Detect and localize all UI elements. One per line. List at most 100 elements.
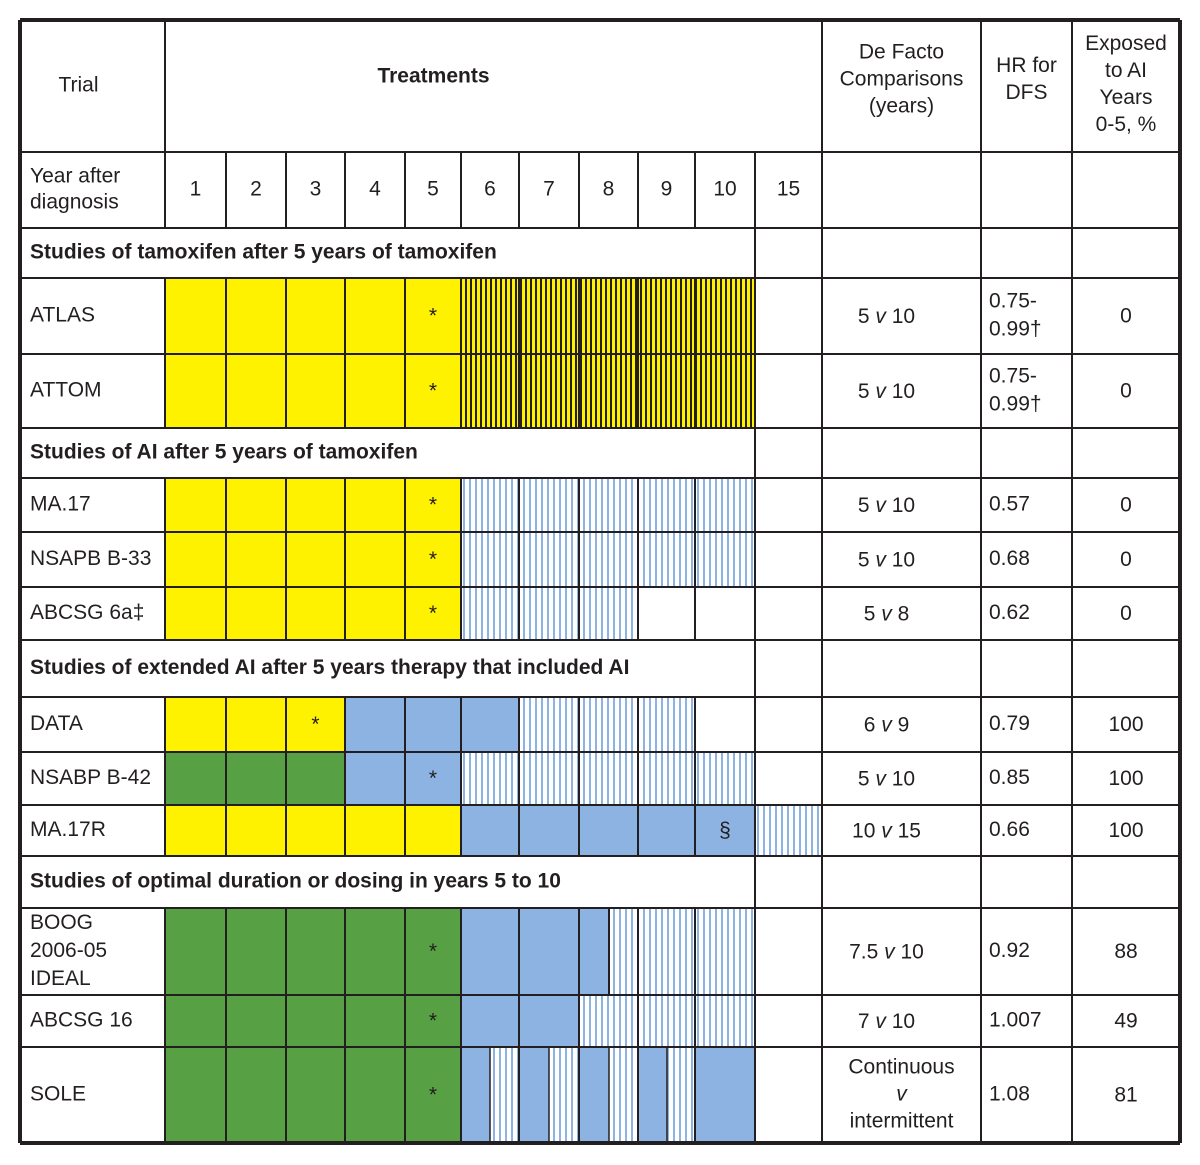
row-1-2-trial-line-1: ATTOM <box>30 379 102 402</box>
section-title-2: Studies of AI after 5 years of tamoxifen <box>30 441 418 464</box>
row-4-3-year-10 <box>695 1047 755 1143</box>
row-2-3-year-8 <box>579 587 638 640</box>
row-3-3-year-2 <box>226 805 286 856</box>
row-4-3-year-6-break <box>490 1047 519 1143</box>
row-1-2-exposed: 0 <box>1120 380 1132 403</box>
row-4-1-year-9 <box>638 908 695 995</box>
row-2-1-year-3 <box>286 478 345 532</box>
row-1-2-comparison: 5 v 10 <box>858 380 915 403</box>
row-2-3-comparison: 5 v 8 <box>864 602 910 625</box>
row-2-3-year-2 <box>226 587 286 640</box>
header-de-facto-line-1: De Facto <box>859 41 944 64</box>
row-4-1-year-2 <box>226 908 286 995</box>
row-2-3-year-7 <box>519 587 579 640</box>
row-4-3-comparison-line-1: Continuous <box>848 1056 954 1079</box>
row-2-3-year-1 <box>165 587 226 640</box>
row-1-1-year-5 <box>405 278 461 354</box>
row-4-2-year-4 <box>345 995 405 1047</box>
row-4-3-hr-line-1: 1.08 <box>989 1083 1030 1106</box>
section-title-3: Studies of extended AI after 5 years the… <box>30 656 629 679</box>
row-4-2-year-3 <box>286 995 345 1047</box>
row-1-1-comparison: 5 v 10 <box>858 305 915 328</box>
row-2-2-year-1 <box>165 532 226 587</box>
row-3-1-hr-line-1: 0.79 <box>989 712 1030 735</box>
row-3-1-marker: * <box>311 713 319 736</box>
row-2-1-year-8 <box>579 478 638 532</box>
row-1-2-year-10 <box>695 354 755 428</box>
header-exposed-line-3: Years <box>1100 86 1153 109</box>
row-4-2-year-7 <box>519 995 579 1047</box>
row-2-1-year-5 <box>405 478 461 532</box>
header-de-facto-line-3: (years) <box>869 95 934 118</box>
row-3-3-comparison: 10 v 15 <box>852 819 921 842</box>
row-2-3-marker: * <box>429 602 437 625</box>
row-4-1-trial-line-2: 2006-05 <box>30 939 107 962</box>
row-2-1-exposed: 0 <box>1120 494 1132 517</box>
row-4-3-year-6-ai <box>461 1047 490 1143</box>
row-3-3-trial-line-1: MA.17R <box>30 818 106 841</box>
row-3-1-year-3 <box>286 697 345 752</box>
year-6: 6 <box>484 178 496 201</box>
row-1-2-year-9 <box>638 354 695 428</box>
row-4-1-trial-line-3: IDEAL <box>30 967 91 990</box>
row-4-2-year-2 <box>226 995 286 1047</box>
year-row-label-line-1: Year after <box>30 165 120 188</box>
row-3-1-year-8 <box>579 697 638 752</box>
row-2-1-year-2 <box>226 478 286 532</box>
table-text: Trial Treatments De Facto Comparisons (years… <box>30 32 1167 1133</box>
year-9: 9 <box>661 178 673 201</box>
row-1-1-year-1 <box>165 278 226 354</box>
row-1-2-year-1 <box>165 354 226 428</box>
row-2-3-trial-line-1: ABCSG 6a‡ <box>30 601 144 624</box>
row-1-1-year-3 <box>286 278 345 354</box>
section-title-4: Studies of optimal duration or dosing in… <box>30 870 561 893</box>
row-4-2-year-1 <box>165 995 226 1047</box>
row-4-2-comparison: 7 v 10 <box>858 1010 915 1033</box>
row-4-1-year-4 <box>345 908 405 995</box>
row-3-2-comparison: 5 v 10 <box>858 767 915 790</box>
row-3-3-year-3 <box>286 805 345 856</box>
row-2-3-year-3 <box>286 587 345 640</box>
row-3-3-year-10 <box>695 805 755 856</box>
row-2-1-hr-line-1: 0.57 <box>989 493 1030 516</box>
row-1-1-year-8 <box>579 278 638 354</box>
row-3-1-trial-line-1: DATA <box>30 712 83 735</box>
row-3-3-year-8 <box>579 805 638 856</box>
row-2-1-marker: * <box>429 494 437 517</box>
row-1-2-year-2 <box>226 354 286 428</box>
row-4-1-marker: * <box>429 940 437 963</box>
row-4-2-year-9 <box>638 995 695 1047</box>
row-4-2-year-8 <box>579 995 638 1047</box>
row-4-1-year-7 <box>519 908 579 995</box>
row-4-3-year-8-ai <box>579 1047 609 1143</box>
row-4-1-year-6 <box>461 908 519 995</box>
row-1-2-year-4 <box>345 354 405 428</box>
header-trial: Trial <box>58 74 98 97</box>
row-3-3-year-6 <box>461 805 519 856</box>
grid-lines <box>18 18 1182 1145</box>
row-2-2-year-7 <box>519 532 579 587</box>
row-1-1-year-9 <box>638 278 695 354</box>
row-2-1-year-1 <box>165 478 226 532</box>
row-2-2-year-10 <box>695 532 755 587</box>
row-3-2-hr-line-1: 0.85 <box>989 766 1030 789</box>
row-4-3-marker: * <box>429 1084 437 1107</box>
row-2-2-trial-line-1: NSAPB B-33 <box>30 547 151 570</box>
row-3-3-year-4 <box>345 805 405 856</box>
row-4-3-year-9-break <box>667 1047 695 1143</box>
row-2-2-year-3 <box>286 532 345 587</box>
row-3-2-trial-line-1: NSABP B-42 <box>30 766 151 789</box>
year-7: 7 <box>543 178 555 201</box>
row-3-2-exposed: 100 <box>1108 767 1143 790</box>
row-2-1-year-6 <box>461 478 519 532</box>
row-1-1-hr-line-1: 0.75- <box>989 290 1037 313</box>
row-3-2-year-4 <box>345 752 405 805</box>
row-2-3-year-4 <box>345 587 405 640</box>
row-3-1-year-4 <box>345 697 405 752</box>
treatment-cells <box>165 278 822 1143</box>
row-3-1-year-6 <box>461 697 519 752</box>
row-3-2-year-9 <box>638 752 695 805</box>
row-4-3-year-7-ai <box>519 1047 549 1143</box>
row-3-2-year-3 <box>286 752 345 805</box>
